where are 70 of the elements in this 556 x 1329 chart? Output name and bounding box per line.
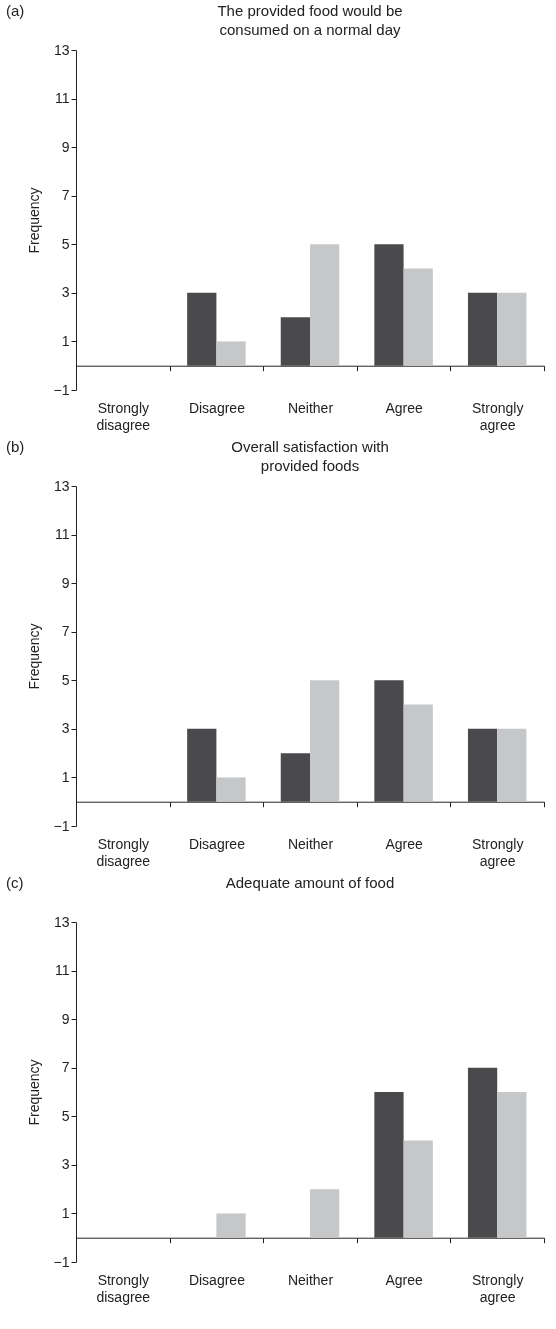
x-tick-label: Agree bbox=[385, 399, 423, 416]
y-tick-label: 11 bbox=[54, 962, 70, 979]
bar bbox=[497, 728, 527, 802]
x-tick-label: Agree bbox=[385, 1271, 423, 1288]
bar bbox=[403, 1140, 433, 1238]
y-tick-label: −1 bbox=[53, 817, 70, 834]
bar bbox=[310, 244, 340, 366]
bar bbox=[216, 341, 246, 366]
bar bbox=[216, 777, 246, 802]
x-tick-label: Strongly disagree bbox=[96, 835, 151, 869]
bar bbox=[374, 680, 404, 802]
y-tick-label: 13 bbox=[53, 477, 70, 494]
x-tick-label: Agree bbox=[385, 835, 423, 852]
bar bbox=[374, 1092, 404, 1238]
y-axis-title: Frequency bbox=[25, 623, 42, 690]
y-tick-label: 3 bbox=[61, 720, 70, 737]
bar bbox=[403, 704, 433, 802]
bar bbox=[280, 317, 310, 366]
y-tick-label: 9 bbox=[61, 1010, 70, 1027]
y-tick-label: 3 bbox=[61, 1156, 70, 1173]
bar bbox=[374, 244, 404, 366]
y-axis-title: Frequency bbox=[25, 187, 42, 254]
y-tick-label: 11 bbox=[54, 526, 70, 543]
bar bbox=[310, 1189, 340, 1238]
bar bbox=[497, 1092, 527, 1238]
y-tick-label: 1 bbox=[61, 332, 70, 349]
x-tick-label: Strongly disagree bbox=[96, 399, 151, 433]
x-tick-label: Strongly agree bbox=[472, 399, 524, 433]
y-tick-label: 3 bbox=[61, 284, 70, 301]
x-tick-label: Neither bbox=[287, 399, 334, 416]
y-tick-label: 5 bbox=[61, 1107, 70, 1124]
bar bbox=[467, 292, 498, 366]
y-tick-label: −1 bbox=[53, 1253, 70, 1270]
y-tick-label: 7 bbox=[61, 187, 70, 204]
bar bbox=[310, 680, 340, 802]
text: (a) bbox=[6, 2, 25, 19]
chart-title: Adequate amount of food bbox=[225, 874, 395, 891]
y-tick-label: 13 bbox=[53, 41, 70, 58]
x-tick-label: Strongly disagree bbox=[96, 1271, 151, 1305]
text: (c) bbox=[6, 874, 24, 891]
y-tick-label: 7 bbox=[61, 1059, 70, 1076]
y-tick-label: 5 bbox=[61, 671, 70, 688]
x-tick-label: Neither bbox=[287, 835, 334, 852]
bar bbox=[467, 1067, 498, 1238]
y-tick-label: 11 bbox=[54, 90, 70, 107]
y-tick-label: 9 bbox=[61, 574, 70, 591]
y-tick-label: 5 bbox=[61, 235, 70, 252]
x-tick-label: Disagree bbox=[188, 399, 246, 416]
y-tick-label: 7 bbox=[61, 623, 70, 640]
bar bbox=[467, 728, 498, 802]
bar bbox=[403, 268, 433, 366]
chart-title: The provided food would be consumed on a normal day bbox=[217, 2, 403, 38]
y-tick-label: −1 bbox=[53, 381, 70, 398]
bar bbox=[216, 1213, 246, 1238]
y-tick-label: 13 bbox=[53, 913, 70, 930]
bar bbox=[187, 728, 217, 802]
chart-title: Overall satisfaction with provided foods bbox=[231, 438, 389, 474]
x-tick-label: Neither bbox=[287, 1271, 334, 1288]
x-tick-label: Disagree bbox=[188, 1271, 246, 1288]
y-tick-label: 1 bbox=[61, 768, 70, 785]
bar bbox=[280, 753, 310, 802]
x-tick-label: Strongly agree bbox=[472, 1271, 524, 1305]
y-tick-label: 1 bbox=[61, 1204, 70, 1221]
bar bbox=[497, 292, 527, 366]
x-tick-label: Disagree bbox=[188, 835, 246, 852]
y-tick-label: 9 bbox=[61, 138, 70, 155]
bar bbox=[187, 292, 217, 366]
text: (b) bbox=[6, 438, 25, 455]
x-tick-label: Strongly agree bbox=[472, 835, 524, 869]
y-axis-title: Frequency bbox=[25, 1059, 42, 1126]
